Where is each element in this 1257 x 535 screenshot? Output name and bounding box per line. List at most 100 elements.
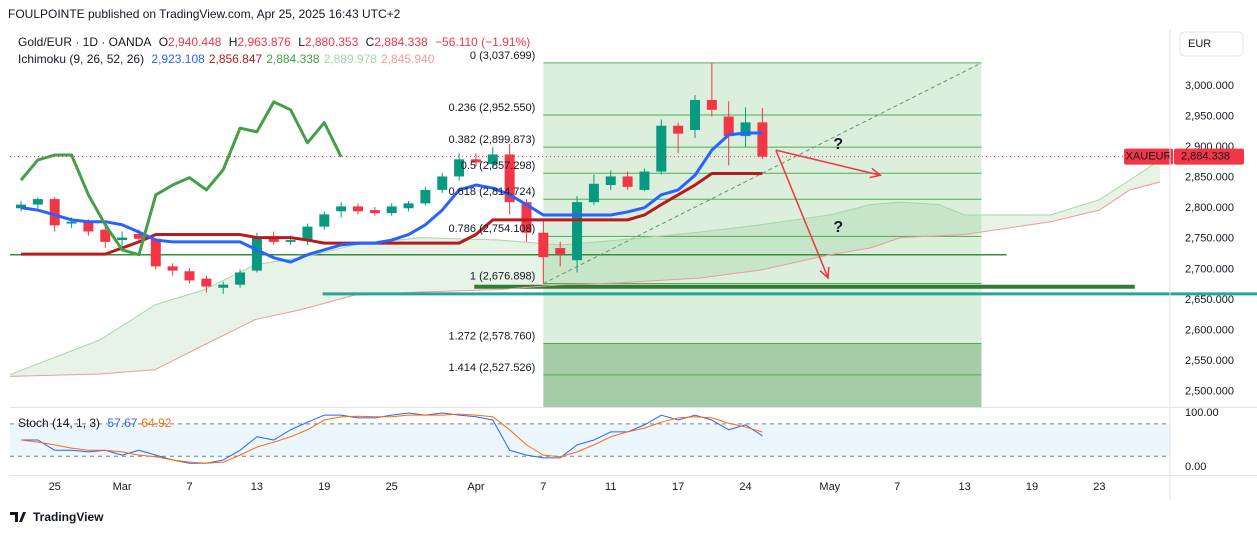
x-tick-label: 17 (672, 481, 684, 493)
x-tick-label: Mar (113, 481, 132, 493)
annotation: ? (833, 219, 843, 236)
fib-band (543, 199, 982, 237)
fib-label: 1.618 (2,453.923) (448, 407, 535, 419)
ohlc-key: O (158, 35, 169, 49)
candle-body (66, 221, 77, 224)
candle-body (386, 206, 397, 214)
candle-body (487, 154, 498, 165)
arrow (775, 149, 830, 280)
candle-body (319, 214, 330, 227)
candle-body (740, 122, 751, 137)
fib-band (543, 374, 982, 407)
candle-body (150, 238, 161, 267)
y-tick-label: 2,650.000 (1185, 294, 1234, 306)
candle-body (521, 202, 532, 233)
fib-label: 0.382 (2,899.873) (448, 134, 535, 146)
fib-label: 1.272 (2,578.760) (448, 330, 535, 342)
price-label: 2,884.338 (1181, 151, 1230, 163)
ohlc-value: 2,940.448 (168, 35, 222, 49)
price-tag (1174, 148, 1244, 165)
y-tick-label: 2,750.000 (1185, 233, 1234, 245)
candle-body (706, 100, 717, 110)
symbol: Gold/EUR · 1D · OANDA (18, 35, 152, 49)
y-tick-label: 2,700.000 (1185, 263, 1234, 275)
x-tick-label: 19 (1026, 481, 1038, 493)
fib-label: 0.786 (2,754.108) (448, 223, 535, 235)
stoch-line (21, 412, 763, 464)
candle-body (302, 226, 313, 241)
candle-body (470, 159, 481, 163)
legend-value: 2,845.940 (380, 52, 435, 66)
brand: TradingView (33, 510, 104, 524)
candle-body (251, 237, 262, 271)
y-tick-label: 2,600.000 (1185, 324, 1234, 336)
y-tick-label: 3,000.000 (1185, 80, 1234, 92)
legend-value: 57.67 (107, 416, 138, 430)
x-tick-label: Apr (467, 481, 484, 493)
candle-body (353, 206, 364, 212)
indicator-name: Stoch (14, 1, 3) (18, 416, 101, 430)
main-pane: 0 (3,037.699) 0.236 (2,952.550) 0.382 (2,8… (10, 50, 1170, 419)
price-name: XAUEUR (1126, 151, 1172, 163)
x-tick-label: 11 (605, 481, 616, 493)
ohlc-key: L (298, 35, 305, 49)
candle-body (605, 176, 616, 186)
x-tick-label: May (819, 481, 840, 493)
currency-button[interactable] (1179, 31, 1244, 57)
candle-body (403, 203, 414, 209)
price-name-tag (1124, 148, 1173, 165)
x-tick-label: 13 (958, 481, 970, 493)
annotation: ? (833, 136, 843, 153)
candle-body (504, 154, 515, 203)
legend-value: 2,889.978 (323, 52, 377, 66)
candle-body (218, 284, 229, 288)
legend-value: 2,856.847 (208, 52, 263, 66)
candle-body (235, 272, 246, 285)
stoch-pane (10, 412, 1170, 464)
candle-body (369, 210, 380, 214)
candle-body (622, 176, 633, 187)
candle-body (167, 266, 178, 271)
x-tick-label: 7 (894, 481, 900, 493)
x-tick-label: 7 (186, 481, 192, 493)
y-tick-label: 2,950.000 (1185, 110, 1234, 122)
legend-value: 2,923.108 (151, 52, 205, 66)
ichimoku-cloud (10, 159, 1161, 377)
ohlc-key: C (365, 35, 375, 49)
candle-body (285, 240, 296, 242)
x-tick-label: 24 (739, 481, 751, 493)
publisher: FOULPOINTE published on TradingView.com,… (8, 7, 401, 21)
x-tick-label: 23 (1093, 481, 1105, 493)
fib-label: 0.5 (2,857.298) (461, 160, 536, 172)
candle-body (16, 204, 27, 209)
legend-symbol: Gold/EUR · 1D · OANDA O2,940.448 H2,963.… (18, 35, 534, 49)
ichimoku-line (19, 100, 343, 257)
x-tick-label: 19 (318, 481, 330, 493)
stoch-band (10, 423, 1170, 457)
y-tick-label: 2,800.000 (1185, 202, 1234, 214)
candle-body (184, 271, 195, 281)
candle-body (757, 122, 768, 157)
candle-body (538, 232, 549, 258)
fib-band (543, 62, 982, 115)
candle-body (420, 189, 431, 204)
candle-body (454, 159, 465, 177)
candle-body (690, 100, 701, 130)
candle-body (32, 199, 43, 205)
candle-body (336, 206, 347, 212)
candle-body (639, 171, 650, 190)
change: −56.110 (−1.91%) (435, 35, 531, 49)
ohlc-value: 2,880.353 (304, 35, 359, 49)
legend-value: 64.92 (141, 416, 172, 430)
arrow (775, 149, 883, 179)
candle-body (100, 229, 111, 242)
candle-body (49, 199, 60, 226)
fib-label: 1.414 (2,527.526) (448, 362, 535, 374)
ohlc-value: 2,884.338 (374, 35, 428, 49)
candle-body (723, 116, 734, 137)
candle-body (437, 176, 448, 190)
currency[interactable]: EUR (1188, 38, 1211, 50)
y-tick-label: 100.00 (1185, 407, 1219, 419)
legend-stoch: Stoch (14, 1, 3) 57.67 64.92 (18, 416, 175, 430)
